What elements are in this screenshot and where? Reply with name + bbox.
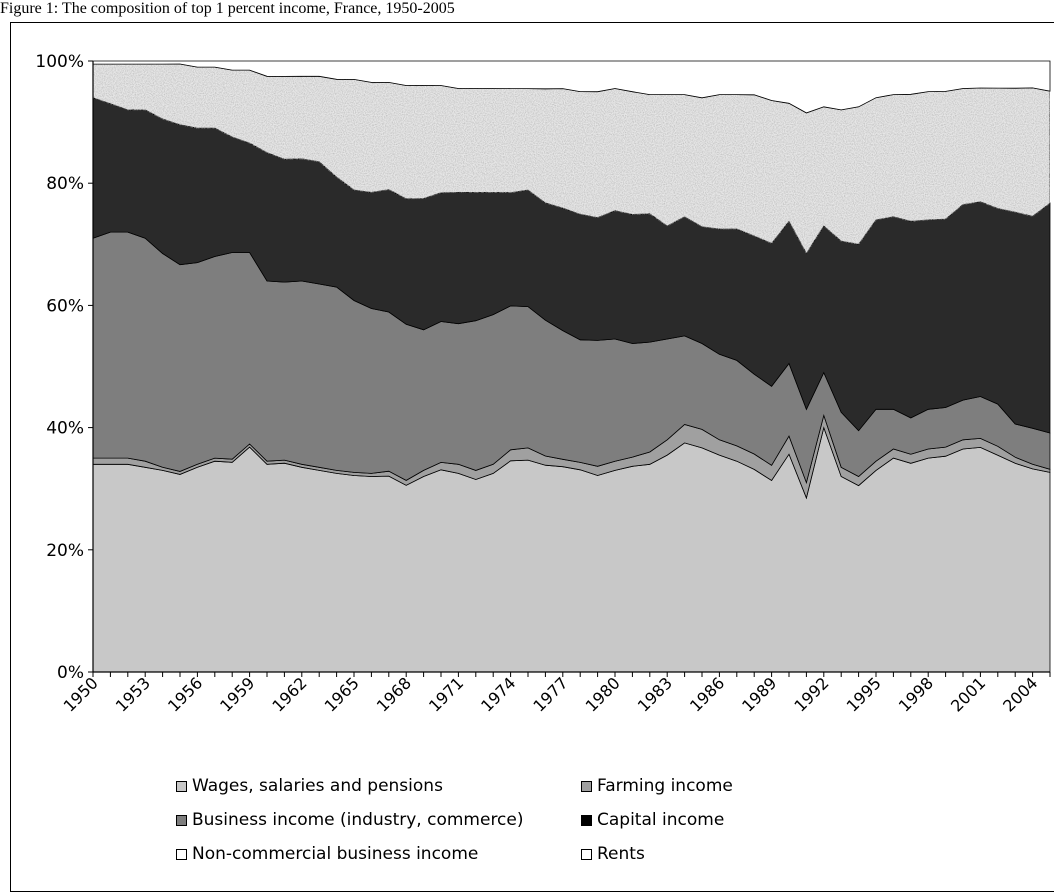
legend-label-noncommercial: Non-commercial business income (192, 844, 479, 864)
figure-caption: Figure 1: The composition of top 1 perce… (0, 0, 455, 17)
legend-swatch-rents (581, 848, 592, 860)
x-tick-label: 1989 (738, 673, 780, 715)
legend-label-business: Business income (industry, commerce) (192, 810, 524, 830)
x-tick-label: 1977 (529, 673, 571, 715)
x-tick-label: 1956 (164, 673, 206, 715)
y-tick-label: 40% (46, 419, 84, 439)
x-tick-label: 1992 (790, 673, 832, 715)
y-tick-label: 100% (35, 52, 84, 72)
legend-swatch-noncommercial (176, 848, 187, 860)
x-tick-label: 1962 (268, 673, 310, 715)
x-tick-label: 1959 (216, 673, 258, 715)
area-series-group (92, 60, 1051, 673)
legend-swatch-business (176, 814, 187, 826)
x-tick-label: 1953 (112, 673, 154, 715)
legend-label-rents: Rents (597, 844, 645, 864)
legend-item-capital: Capital income (581, 810, 724, 830)
x-tick-label: 1971 (425, 673, 467, 715)
legend-item-noncommercial: Non-commercial business income (176, 844, 478, 864)
legend-swatch-wages (176, 780, 187, 792)
y-tick-label: 80% (46, 174, 84, 194)
x-tick-label: 2001 (947, 673, 989, 715)
x-tick-label: 1986 (686, 673, 728, 715)
legend-swatch-capital (581, 814, 592, 826)
legend-item-business: Business income (industry, commerce) (176, 810, 524, 830)
chart-legend: Wages, salaries and pensions Farming inc… (176, 776, 816, 872)
legend-label-wages: Wages, salaries and pensions (192, 776, 443, 796)
legend-label-capital: Capital income (597, 810, 725, 830)
x-tick-label: 1968 (373, 673, 415, 715)
area-series-rents (92, 60, 1051, 114)
x-tick-label: 1965 (321, 673, 363, 715)
legend-item-farming: Farming income (581, 776, 733, 796)
legend-label-farming: Farming income (597, 776, 733, 796)
y-tick-label: 60% (46, 296, 84, 316)
legend-item-rents: Rents (581, 844, 645, 864)
x-tick-label: 2004 (999, 673, 1041, 715)
x-tick-label: 1983 (634, 673, 676, 715)
legend-swatch-farming (581, 780, 592, 792)
x-tick-label: 1995 (843, 673, 885, 715)
x-tick-label: 1980 (582, 673, 624, 715)
x-tick-label: 1974 (477, 673, 519, 715)
y-tick-label: 0% (57, 663, 84, 683)
y-tick-label: 20% (46, 541, 84, 561)
x-tick-label: 1998 (895, 673, 937, 715)
legend-item-wages: Wages, salaries and pensions (176, 776, 443, 796)
